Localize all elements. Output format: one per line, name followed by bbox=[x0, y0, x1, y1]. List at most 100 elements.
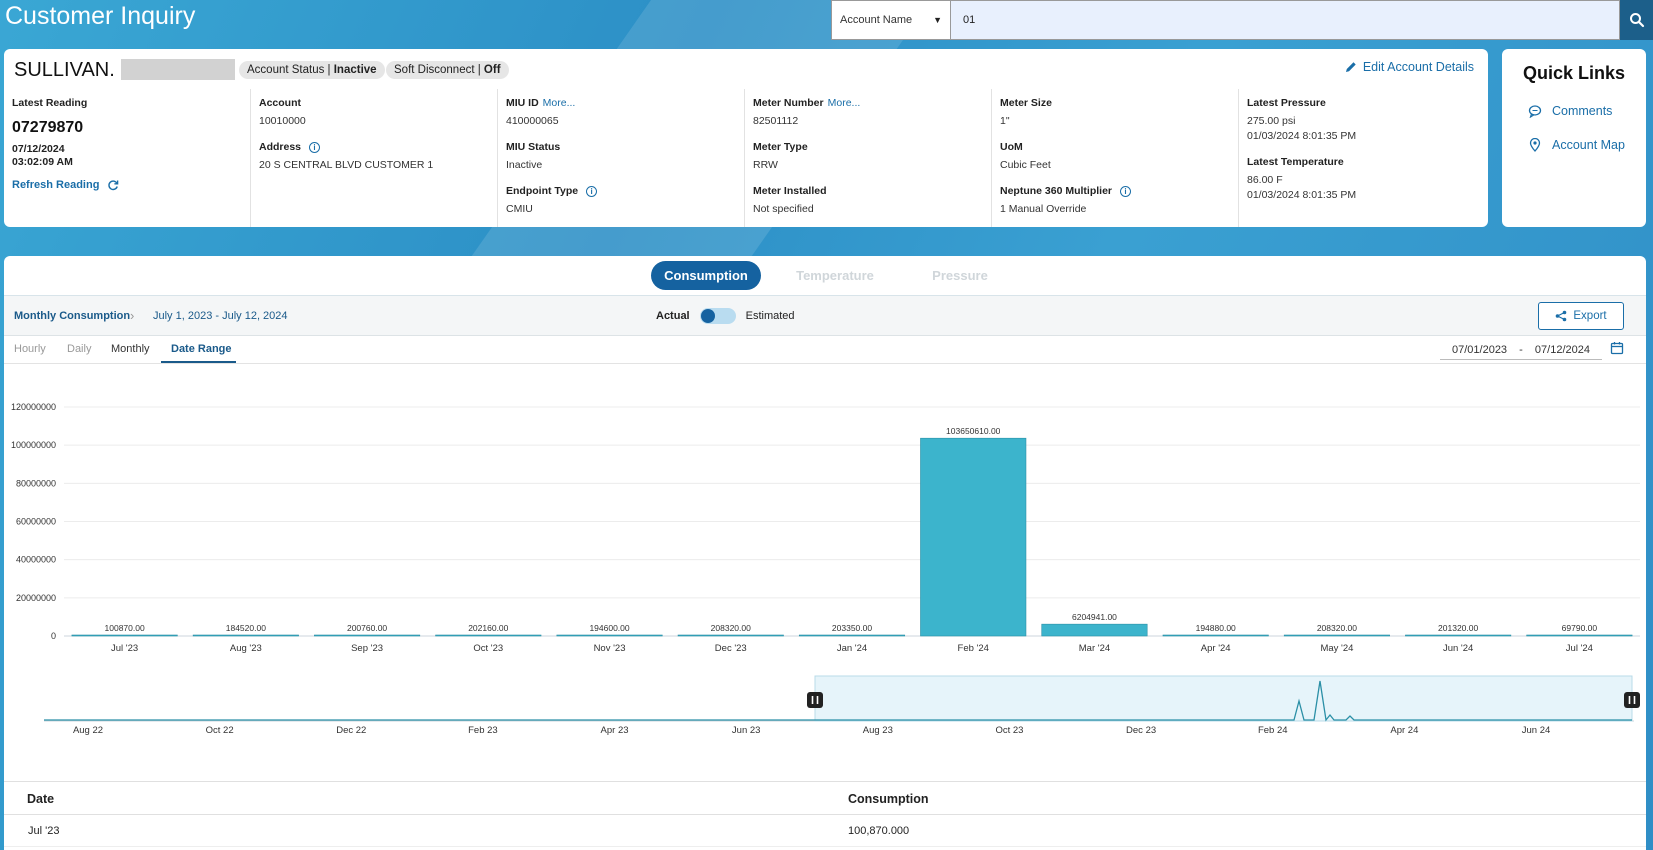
col-meter-size: Meter Size 1" UoM Cubic Feet Neptune 360… bbox=[992, 89, 1239, 227]
search-input[interactable] bbox=[951, 0, 1620, 40]
navigator-selection[interactable] bbox=[814, 675, 1633, 722]
navigator-tick-label: Aug 23 bbox=[863, 725, 893, 736]
chart-bar[interactable] bbox=[677, 634, 784, 637]
data-label: 194880.00 bbox=[1196, 623, 1236, 633]
date-end: 07/12/2024 bbox=[1534, 343, 1590, 356]
reading-date: 07/12/2024 bbox=[12, 143, 65, 155]
chart-bar[interactable] bbox=[556, 634, 663, 637]
multiplier-value: 1 Manual Override bbox=[1000, 203, 1087, 215]
actual-estimated-toggle: Actual Estimated bbox=[656, 308, 795, 324]
account-details: Latest Reading 07279870 07/12/2024 03:02… bbox=[4, 89, 1488, 227]
chart-bar[interactable] bbox=[798, 634, 906, 637]
tab-pressure[interactable]: Pressure bbox=[932, 268, 988, 283]
meter-installed-label: Meter Installed bbox=[753, 185, 827, 197]
chart-bar[interactable] bbox=[435, 634, 542, 637]
cell-date: Jul '23 bbox=[28, 825, 60, 837]
date-start: 07/01/2023 bbox=[1452, 343, 1508, 356]
col-pressure-temp: Latest Pressure 275.00 psi 01/03/2024 8:… bbox=[1239, 89, 1486, 227]
chart-bar[interactable] bbox=[314, 634, 421, 637]
search-type-select[interactable]: Account Name ▼ bbox=[831, 0, 951, 40]
account-status-value: Inactive bbox=[333, 64, 377, 76]
breadcrumb-range: July 1, 2023 - July 12, 2024 bbox=[153, 310, 288, 322]
x-tick-label: Sep '23 bbox=[351, 643, 383, 654]
edit-account-link[interactable]: Edit Account Details bbox=[1345, 60, 1474, 74]
chart-bar[interactable] bbox=[1526, 634, 1633, 637]
x-tick-label: Mar '24 bbox=[1079, 643, 1110, 654]
account-status-label: Account Status | bbox=[247, 64, 334, 76]
info-icon[interactable]: i bbox=[586, 185, 598, 197]
account-summary-card: SULLIVAN. Account Status | Inactive Soft… bbox=[4, 49, 1488, 227]
data-label: 208320.00 bbox=[1317, 623, 1357, 633]
account-name: SULLIVAN. bbox=[14, 59, 115, 81]
toggle-knob bbox=[700, 309, 715, 323]
miu-more-link[interactable]: More... bbox=[542, 97, 576, 109]
meter-size-label: Meter Size bbox=[1000, 97, 1052, 109]
chart-bar[interactable] bbox=[192, 634, 299, 637]
breadcrumb[interactable]: Monthly Consumption bbox=[14, 310, 131, 322]
share-icon bbox=[1556, 310, 1567, 322]
soft-disconnect-value: Off bbox=[483, 64, 501, 76]
data-label: 202160.00 bbox=[468, 623, 508, 633]
data-label: 200760.00 bbox=[347, 623, 387, 633]
meter-more-link[interactable]: More... bbox=[827, 97, 861, 109]
col-meter: Meter Number More... 82501112 Meter Type… bbox=[745, 89, 992, 227]
data-label: 6204941.00 bbox=[1072, 612, 1117, 622]
miu-id-value: 410000065 bbox=[506, 115, 559, 127]
column-header-consumption[interactable]: Consumption bbox=[848, 792, 929, 806]
y-tick-label: 120000000 bbox=[11, 402, 56, 412]
consumption-bar-chart: 0 20000000 40000000 60000000 80000000 1000000… bbox=[11, 402, 1640, 736]
quick-links-title: Quick Links bbox=[1522, 63, 1626, 83]
x-tick-label: Dec '23 bbox=[715, 643, 747, 654]
calendar-icon[interactable] bbox=[1610, 341, 1624, 355]
chart-bar[interactable] bbox=[71, 634, 178, 637]
tab-temperature[interactable]: Temperature bbox=[796, 268, 874, 283]
y-tick-label: 20000000 bbox=[16, 593, 56, 603]
quick-link-account-map[interactable]: Account Map bbox=[1528, 138, 1646, 152]
export-button[interactable]: Export bbox=[1538, 302, 1624, 330]
x-tick-label: May '24 bbox=[1320, 643, 1353, 654]
navigator-handle[interactable] bbox=[807, 692, 823, 708]
period-daily[interactable]: Daily bbox=[67, 343, 92, 355]
navigator-tick-label: Dec 22 bbox=[336, 725, 366, 736]
endpoint-type-value: CMIU bbox=[506, 203, 533, 215]
chart-bar[interactable] bbox=[1041, 623, 1148, 637]
toggle-switch[interactable] bbox=[699, 308, 736, 324]
navigator-tick-label: Apr 23 bbox=[601, 725, 629, 736]
quick-link-comments[interactable]: Comments bbox=[1528, 104, 1646, 118]
miu-id-label-row: MIU ID More... bbox=[506, 97, 736, 109]
col-account: Account 10010000 Address i 20 S CENTRAL … bbox=[251, 89, 498, 227]
meter-type-value: RRW bbox=[753, 159, 778, 171]
y-tick-label: 0 bbox=[51, 631, 56, 641]
navigator-tick-label: Apr 24 bbox=[1390, 725, 1418, 736]
period-monthly[interactable]: Monthly bbox=[111, 343, 150, 355]
map-pin-icon bbox=[1529, 138, 1541, 152]
period-date-range[interactable]: Date Range bbox=[171, 343, 232, 355]
estimated-label: Estimated bbox=[745, 310, 795, 322]
y-tick-label: 60000000 bbox=[16, 517, 56, 527]
tab-consumption[interactable]: Consumption bbox=[651, 261, 761, 290]
info-icon[interactable]: i bbox=[1120, 185, 1132, 197]
chart-bar[interactable] bbox=[1405, 634, 1512, 637]
info-icon[interactable]: i bbox=[309, 141, 321, 153]
x-tick-label: Aug '23 bbox=[230, 643, 262, 654]
chart-bar[interactable] bbox=[1283, 634, 1390, 637]
chart-bar[interactable] bbox=[920, 437, 1027, 637]
navigator-tick-label: Aug 22 bbox=[73, 725, 103, 736]
data-label: 194600.00 bbox=[589, 623, 629, 633]
data-label: 100870.00 bbox=[105, 623, 145, 633]
refresh-reading-button[interactable]: Refresh Reading bbox=[12, 179, 242, 191]
period-hourly[interactable]: Hourly bbox=[14, 343, 46, 355]
y-tick-label: 40000000 bbox=[16, 555, 56, 565]
navigator-tick-label: Jun 23 bbox=[732, 725, 761, 736]
navigator-handle[interactable] bbox=[1624, 692, 1640, 708]
date-range-input[interactable]: 07/01/2023 - 07/12/2024 bbox=[1440, 340, 1602, 360]
column-header-date[interactable]: Date bbox=[27, 792, 55, 806]
data-label: 203350.00 bbox=[832, 623, 872, 633]
search-button[interactable] bbox=[1620, 0, 1653, 40]
chart-bar[interactable] bbox=[1162, 634, 1269, 637]
table-row: Jul '23 100,870.000 bbox=[4, 815, 1646, 847]
x-tick-label: Oct '23 bbox=[473, 643, 503, 654]
multiplier-label: Neptune 360 Multiplier bbox=[1000, 185, 1113, 197]
uom-label: UoM bbox=[1000, 141, 1023, 153]
x-tick-label: Jun '24 bbox=[1443, 643, 1473, 654]
